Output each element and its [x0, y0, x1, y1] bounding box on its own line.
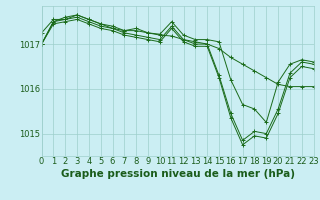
X-axis label: Graphe pression niveau de la mer (hPa): Graphe pression niveau de la mer (hPa) [60, 169, 295, 179]
